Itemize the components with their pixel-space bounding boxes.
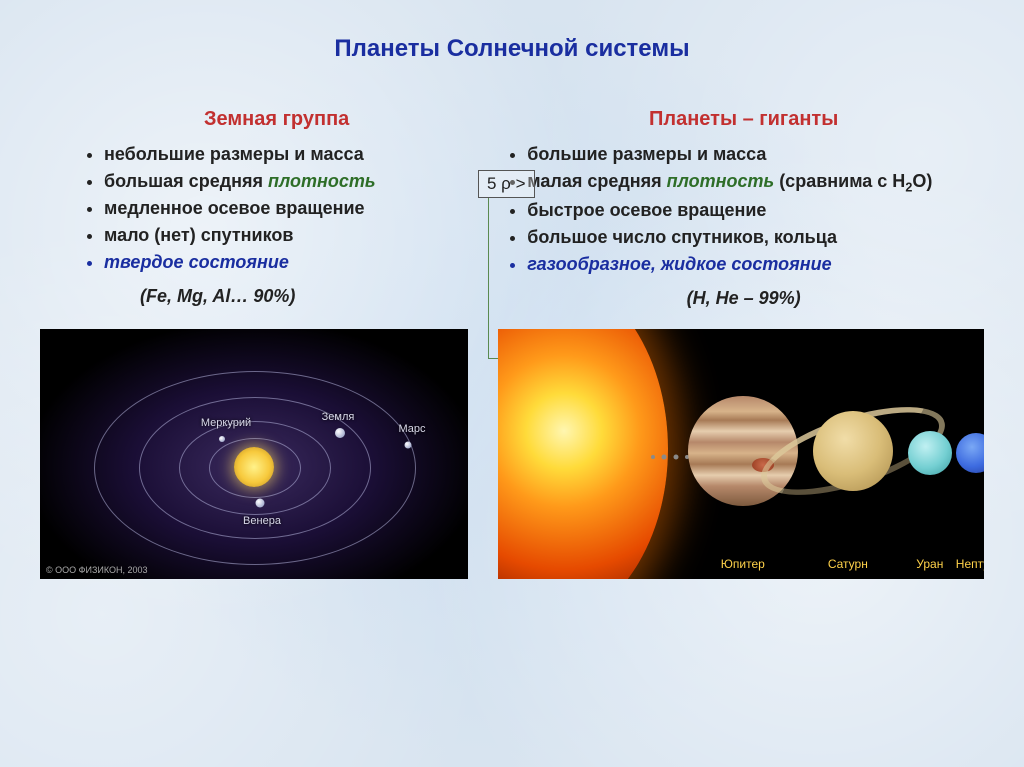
right-list: большие размеры и массамалая средняя пло…	[503, 141, 984, 278]
sun-edge-icon	[498, 329, 668, 579]
planet-dot	[335, 428, 345, 438]
list-item: небольшие размеры и масса	[104, 141, 473, 168]
copyright-text: © ООО ФИЗИКОН, 2003	[46, 565, 148, 575]
saturn-body-icon	[813, 411, 893, 491]
left-composition: (Fe, Mg, Al… 90%)	[80, 286, 473, 307]
list-item: большие размеры и масса	[527, 141, 984, 168]
list-item: большое число спутников, кольца	[527, 224, 984, 251]
planet-label: Венера	[243, 515, 281, 527]
planet-dot	[256, 499, 265, 508]
image-row: Меркурий Венера Земля Марс © ООО ФИЗИКОН, 2…	[40, 329, 984, 579]
sun-icon	[234, 447, 274, 487]
right-column: Планеты – гиганты большие размеры и масс…	[503, 108, 984, 309]
left-list: небольшие размеры и массабольшая средняя…	[80, 141, 473, 276]
right-subtitle: Планеты – гиганты	[503, 108, 984, 131]
list-item: твердое состояние	[104, 249, 473, 276]
uranus-icon	[908, 431, 952, 475]
list-item: малая средняя плотность (сравнима с H2O)	[527, 168, 984, 197]
planet-label: Марс	[398, 423, 425, 435]
list-item: медленное осевое вращение	[104, 195, 473, 222]
tiny-planet-icon	[651, 455, 655, 459]
tiny-planet-icon	[661, 455, 666, 460]
planet-dot	[405, 442, 412, 449]
orbits-image: Меркурий Венера Земля Марс © ООО ФИЗИКОН, 2…	[40, 329, 468, 579]
neptune-icon	[956, 433, 984, 473]
list-item: быстрое осевое вращение	[527, 197, 984, 224]
left-column: Земная группа небольшие размеры и массаб…	[40, 108, 473, 309]
giants-image: Юпитер Сатурн Уран Нептун	[498, 329, 984, 579]
left-subtitle: Земная группа	[80, 108, 473, 131]
list-item: газообразное, жидкое состояние	[527, 251, 984, 278]
list-item: большая средняя плотность	[104, 168, 473, 195]
list-item: мало (нет) спутников	[104, 222, 473, 249]
saturn-body-label: Сатурн	[828, 557, 868, 571]
neptune-label: Нептун	[956, 557, 984, 571]
right-composition: (H, He – 99%)	[503, 288, 984, 309]
planet-label: Земля	[322, 411, 355, 423]
jupiter-label: Юпитер	[721, 557, 765, 571]
columns: 5 ρ > Земная группа небольшие размеры и …	[40, 108, 984, 309]
page-title: Планеты Солнечной системы	[40, 35, 984, 63]
tiny-planet-icon	[673, 455, 678, 460]
planet-dot	[219, 436, 225, 442]
uranus-label: Уран	[916, 557, 943, 571]
density-badge: 5 ρ >	[478, 170, 535, 198]
planet-label: Меркурий	[201, 417, 251, 429]
